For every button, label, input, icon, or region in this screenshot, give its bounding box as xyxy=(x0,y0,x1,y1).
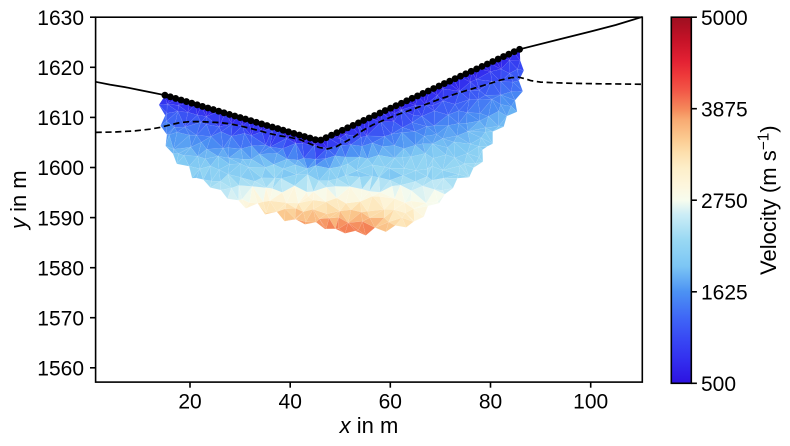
svg-text:Velocity (m s−1): Velocity (m s−1) xyxy=(755,125,780,275)
svg-text:2750: 2750 xyxy=(701,190,748,213)
svg-text:1580: 1580 xyxy=(37,257,84,280)
svg-text:5000: 5000 xyxy=(701,7,748,30)
svg-text:1630: 1630 xyxy=(37,7,84,30)
svg-text:1560: 1560 xyxy=(37,358,84,381)
svg-text:20: 20 xyxy=(178,390,201,413)
svg-text:1620: 1620 xyxy=(37,57,84,80)
svg-text:1590: 1590 xyxy=(37,207,84,230)
svg-text:1570: 1570 xyxy=(37,307,84,330)
svg-text:1600: 1600 xyxy=(37,157,84,180)
svg-text:500: 500 xyxy=(701,373,736,396)
svg-text:80: 80 xyxy=(479,390,502,413)
svg-text:1625: 1625 xyxy=(701,282,748,305)
svg-text:60: 60 xyxy=(379,390,402,413)
svg-text:3875: 3875 xyxy=(701,98,748,121)
svg-text:40: 40 xyxy=(279,390,302,413)
svg-text:y in m: y in m xyxy=(6,170,31,231)
svg-text:x in m: x in m xyxy=(339,413,399,438)
svg-text:100: 100 xyxy=(573,390,608,413)
svg-text:1610: 1610 xyxy=(37,107,84,130)
